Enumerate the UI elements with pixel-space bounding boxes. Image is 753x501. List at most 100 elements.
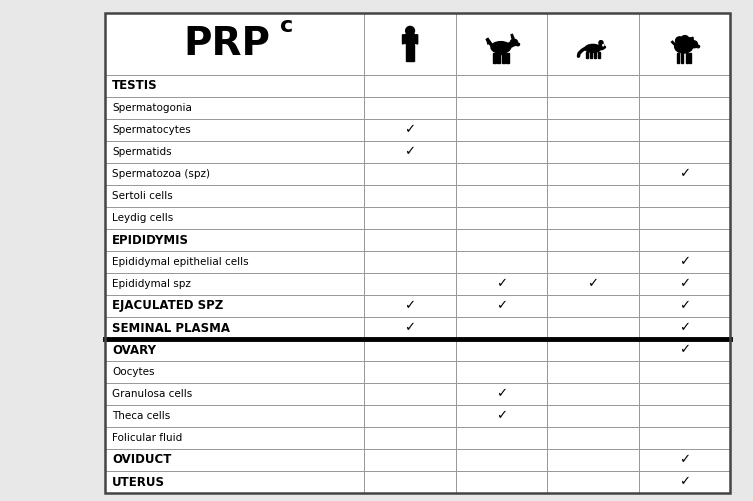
- Bar: [639, 207, 730, 229]
- Bar: [456, 97, 547, 119]
- Ellipse shape: [585, 45, 601, 53]
- Bar: [547, 317, 639, 339]
- Bar: [547, 75, 639, 97]
- Text: ✓: ✓: [678, 322, 690, 335]
- Bar: [456, 185, 547, 207]
- Polygon shape: [410, 44, 413, 61]
- Bar: [364, 273, 456, 295]
- Bar: [364, 361, 456, 383]
- Text: ✓: ✓: [678, 256, 690, 269]
- Text: Spermatocytes: Spermatocytes: [112, 125, 191, 135]
- Text: Spermatids: Spermatids: [112, 147, 172, 157]
- Bar: [639, 185, 730, 207]
- Bar: [105, 361, 364, 383]
- Bar: [547, 383, 639, 405]
- Bar: [456, 361, 547, 383]
- Polygon shape: [689, 54, 691, 63]
- Bar: [364, 141, 456, 163]
- Bar: [547, 97, 639, 119]
- Text: OVIDUCT: OVIDUCT: [112, 453, 172, 466]
- Polygon shape: [691, 37, 693, 41]
- Bar: [364, 317, 456, 339]
- Bar: [364, 185, 456, 207]
- Bar: [364, 427, 456, 449]
- Bar: [456, 251, 547, 273]
- Bar: [364, 449, 456, 471]
- Bar: [364, 163, 456, 185]
- Text: ✓: ✓: [678, 278, 690, 291]
- Bar: [105, 141, 364, 163]
- Bar: [456, 339, 547, 361]
- Text: EJACULATED SPZ: EJACULATED SPZ: [112, 300, 223, 313]
- Bar: [547, 405, 639, 427]
- Bar: [364, 405, 456, 427]
- Bar: [105, 251, 364, 273]
- Bar: [639, 273, 730, 295]
- Text: ✓: ✓: [678, 300, 690, 313]
- Text: ✓: ✓: [496, 387, 507, 400]
- Bar: [364, 339, 456, 361]
- Bar: [639, 163, 730, 185]
- Polygon shape: [497, 53, 499, 63]
- Text: ✓: ✓: [404, 322, 416, 335]
- Bar: [547, 339, 639, 361]
- Bar: [639, 405, 730, 427]
- Bar: [105, 13, 730, 493]
- Bar: [364, 471, 456, 493]
- Bar: [547, 449, 639, 471]
- Bar: [364, 207, 456, 229]
- Bar: [456, 449, 547, 471]
- Text: ✓: ✓: [678, 344, 690, 357]
- Bar: [364, 229, 456, 251]
- Text: ✓: ✓: [678, 475, 690, 488]
- Ellipse shape: [675, 40, 693, 53]
- Bar: [639, 97, 730, 119]
- Bar: [456, 75, 547, 97]
- Polygon shape: [506, 53, 509, 63]
- Text: OVARY: OVARY: [112, 344, 156, 357]
- Text: Spermatogonia: Spermatogonia: [112, 103, 192, 113]
- Bar: [105, 13, 730, 493]
- Bar: [639, 141, 730, 163]
- Bar: [639, 295, 730, 317]
- Circle shape: [681, 36, 689, 44]
- Ellipse shape: [599, 44, 605, 50]
- Bar: [456, 427, 547, 449]
- Text: Oocytes: Oocytes: [112, 367, 154, 377]
- Bar: [105, 383, 364, 405]
- Bar: [456, 471, 547, 493]
- Bar: [456, 317, 547, 339]
- Polygon shape: [594, 52, 596, 58]
- Ellipse shape: [697, 45, 700, 48]
- Bar: [364, 383, 456, 405]
- Text: Granulosa cells: Granulosa cells: [112, 389, 192, 399]
- Polygon shape: [511, 37, 514, 39]
- Ellipse shape: [517, 43, 520, 46]
- Bar: [364, 75, 456, 97]
- Circle shape: [599, 41, 603, 45]
- Bar: [639, 339, 730, 361]
- Text: Epididymal epithelial cells: Epididymal epithelial cells: [112, 257, 248, 267]
- Bar: [105, 405, 364, 427]
- Text: Leydig cells: Leydig cells: [112, 213, 173, 223]
- Bar: [639, 251, 730, 273]
- Polygon shape: [685, 54, 688, 63]
- Text: ✓: ✓: [496, 409, 507, 422]
- Bar: [105, 273, 364, 295]
- Bar: [639, 383, 730, 405]
- Text: Sertoli cells: Sertoli cells: [112, 191, 172, 201]
- Polygon shape: [402, 35, 407, 44]
- Bar: [364, 119, 456, 141]
- Bar: [547, 163, 639, 185]
- Text: ✓: ✓: [404, 300, 416, 313]
- Bar: [456, 141, 547, 163]
- Bar: [105, 163, 364, 185]
- Bar: [547, 471, 639, 493]
- Bar: [456, 229, 547, 251]
- Bar: [105, 339, 364, 361]
- Ellipse shape: [691, 41, 697, 48]
- Text: SEMINAL PLASMA: SEMINAL PLASMA: [112, 322, 230, 335]
- Bar: [456, 207, 547, 229]
- Circle shape: [602, 45, 604, 46]
- Bar: [105, 317, 364, 339]
